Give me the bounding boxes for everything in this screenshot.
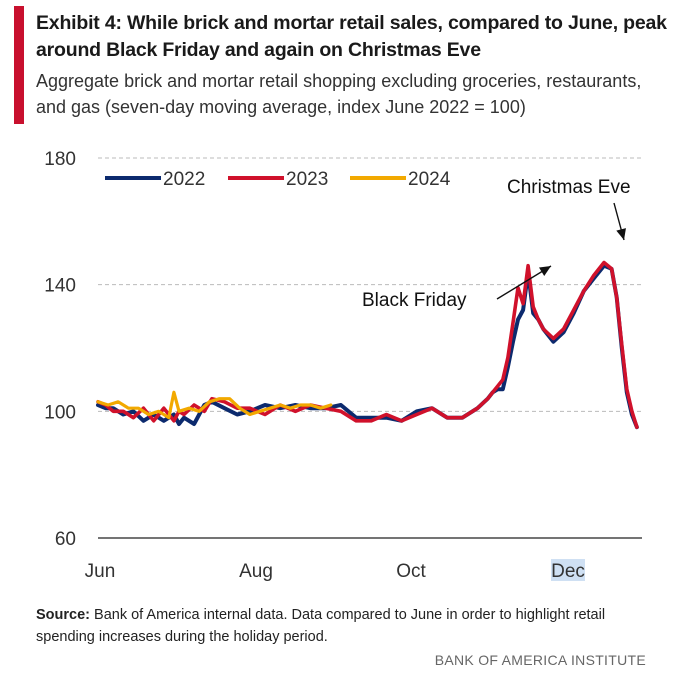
arrow-black-friday-head bbox=[539, 266, 551, 277]
source-text: Bank of America internal data. Data comp… bbox=[36, 607, 606, 645]
annotation-black-friday: Black Friday bbox=[362, 290, 467, 311]
arrow-christmas-eve-head bbox=[616, 228, 626, 240]
source-label: Source: bbox=[36, 607, 90, 623]
legend-label-2023: 2023 bbox=[286, 169, 328, 190]
chart-subtitle: Aggregate brick and mortar retail shoppi… bbox=[36, 71, 642, 117]
y-tick-label: 140 bbox=[44, 276, 76, 297]
legend-label-2022: 2022 bbox=[163, 169, 205, 190]
source-note: Source: Bank of America internal data. D… bbox=[36, 604, 666, 648]
organization-label: BANK OF AMERICA INSTITUTE bbox=[434, 652, 646, 668]
x-tick-label: Oct bbox=[396, 561, 426, 582]
x-tick-highlight bbox=[551, 559, 585, 581]
x-tick-label: Aug bbox=[239, 561, 273, 582]
series-line-2023 bbox=[96, 260, 639, 429]
series-line-2024 bbox=[96, 390, 333, 420]
accent-bar bbox=[14, 6, 24, 124]
legend-label-2024: 2024 bbox=[408, 169, 451, 190]
y-tick-label: 60 bbox=[55, 529, 76, 550]
annotation-christmas-eve: Christmas Eve bbox=[507, 177, 631, 198]
y-tick-label: 180 bbox=[44, 149, 76, 170]
x-tick-label: Jun bbox=[85, 561, 116, 582]
y-tick-label: 100 bbox=[44, 402, 76, 423]
x-tick-label: Dec bbox=[551, 561, 585, 582]
chart-title: Exhibit 4: While brick and mortar retail… bbox=[36, 12, 667, 61]
line-chart: 60 100 140 180 Jun Aug Oct Dec 2022 2023 2024 Black… bbox=[44, 149, 642, 582]
